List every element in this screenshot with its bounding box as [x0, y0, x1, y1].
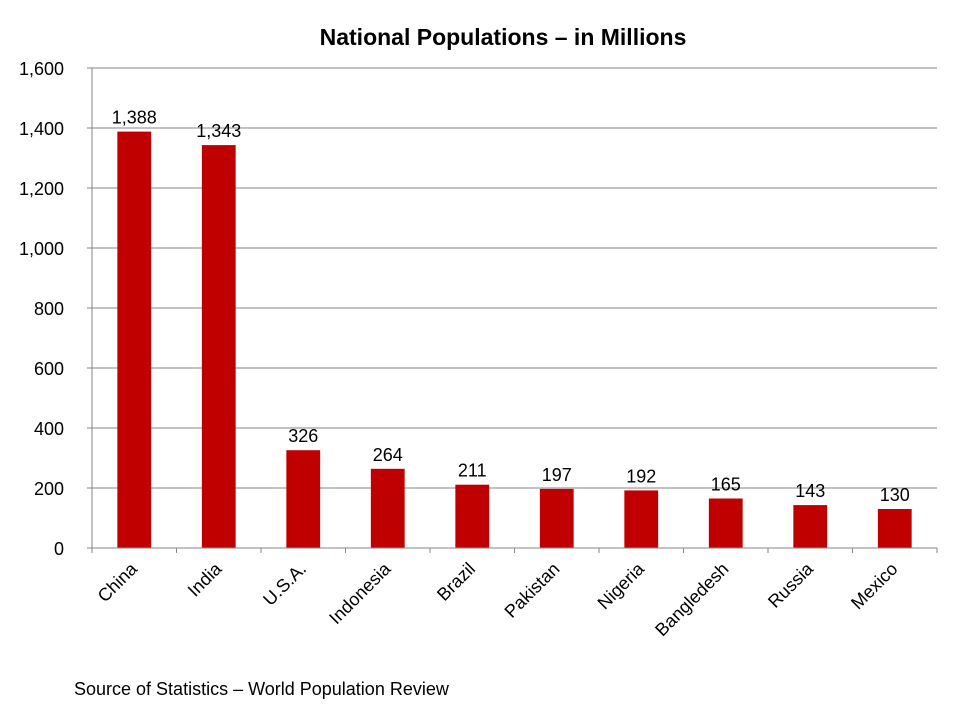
y-tick-label: 1,400 — [19, 119, 64, 139]
y-tick-label: 600 — [34, 359, 64, 379]
category-label: India — [184, 558, 226, 600]
category-label: Indonesia — [325, 558, 395, 628]
data-label: 192 — [626, 466, 656, 486]
data-label: 197 — [542, 465, 572, 485]
data-label: 264 — [373, 445, 403, 465]
category-label: Pakistan — [501, 559, 564, 622]
data-label: 143 — [795, 481, 825, 501]
bar-nigeria — [624, 490, 659, 548]
category-label: Brazil — [433, 559, 479, 605]
data-label: 1,343 — [196, 121, 241, 141]
category-label: Russia — [764, 558, 818, 612]
bar-pakistan — [539, 488, 574, 548]
y-tick-label: 800 — [34, 299, 64, 319]
data-label: 165 — [711, 475, 741, 495]
chart-title: National Populations – in Millions — [320, 24, 687, 50]
category-label: China — [94, 558, 142, 606]
y-tick-label: 0 — [54, 539, 64, 559]
x-axis-category-labels: China India U.S.A. Indonesia Brazil Pakistan N… — [94, 558, 902, 640]
axes — [91, 68, 938, 553]
y-tick-label: 400 — [34, 419, 64, 439]
bar-russia — [793, 505, 828, 548]
data-label: 1,388 — [112, 108, 157, 128]
data-label: 326 — [288, 426, 318, 446]
y-axis-tick-labels: 0 200 400 600 800 1,000 1,200 1,400 1,600 — [19, 59, 92, 559]
bar-mexico — [877, 509, 912, 548]
y-tick-label: 1,600 — [19, 59, 64, 79]
bar-india — [201, 145, 236, 548]
bars — [117, 131, 912, 548]
category-label: Mexico — [847, 559, 901, 613]
data-label: 130 — [880, 485, 910, 505]
bar-brazil — [455, 484, 490, 548]
category-label: Bangledesh — [651, 559, 732, 640]
data-labels: 1,388 1,343 326 264 211 197 192 165 143 130 — [112, 108, 910, 505]
data-label: 211 — [458, 461, 487, 481]
y-tick-label: 1,200 — [19, 179, 64, 199]
y-tick-label: 200 — [34, 479, 64, 499]
bar-china — [117, 131, 152, 548]
y-tick-label: 1,000 — [19, 239, 64, 259]
bar-indonesia — [370, 468, 405, 548]
category-label: Nigeria — [594, 558, 649, 613]
category-label: U.S.A. — [259, 559, 310, 610]
bar-u-s-a — [286, 450, 321, 548]
source-note: Source of Statistics – World Population … — [74, 679, 450, 699]
bar-bangledesh — [708, 498, 743, 548]
